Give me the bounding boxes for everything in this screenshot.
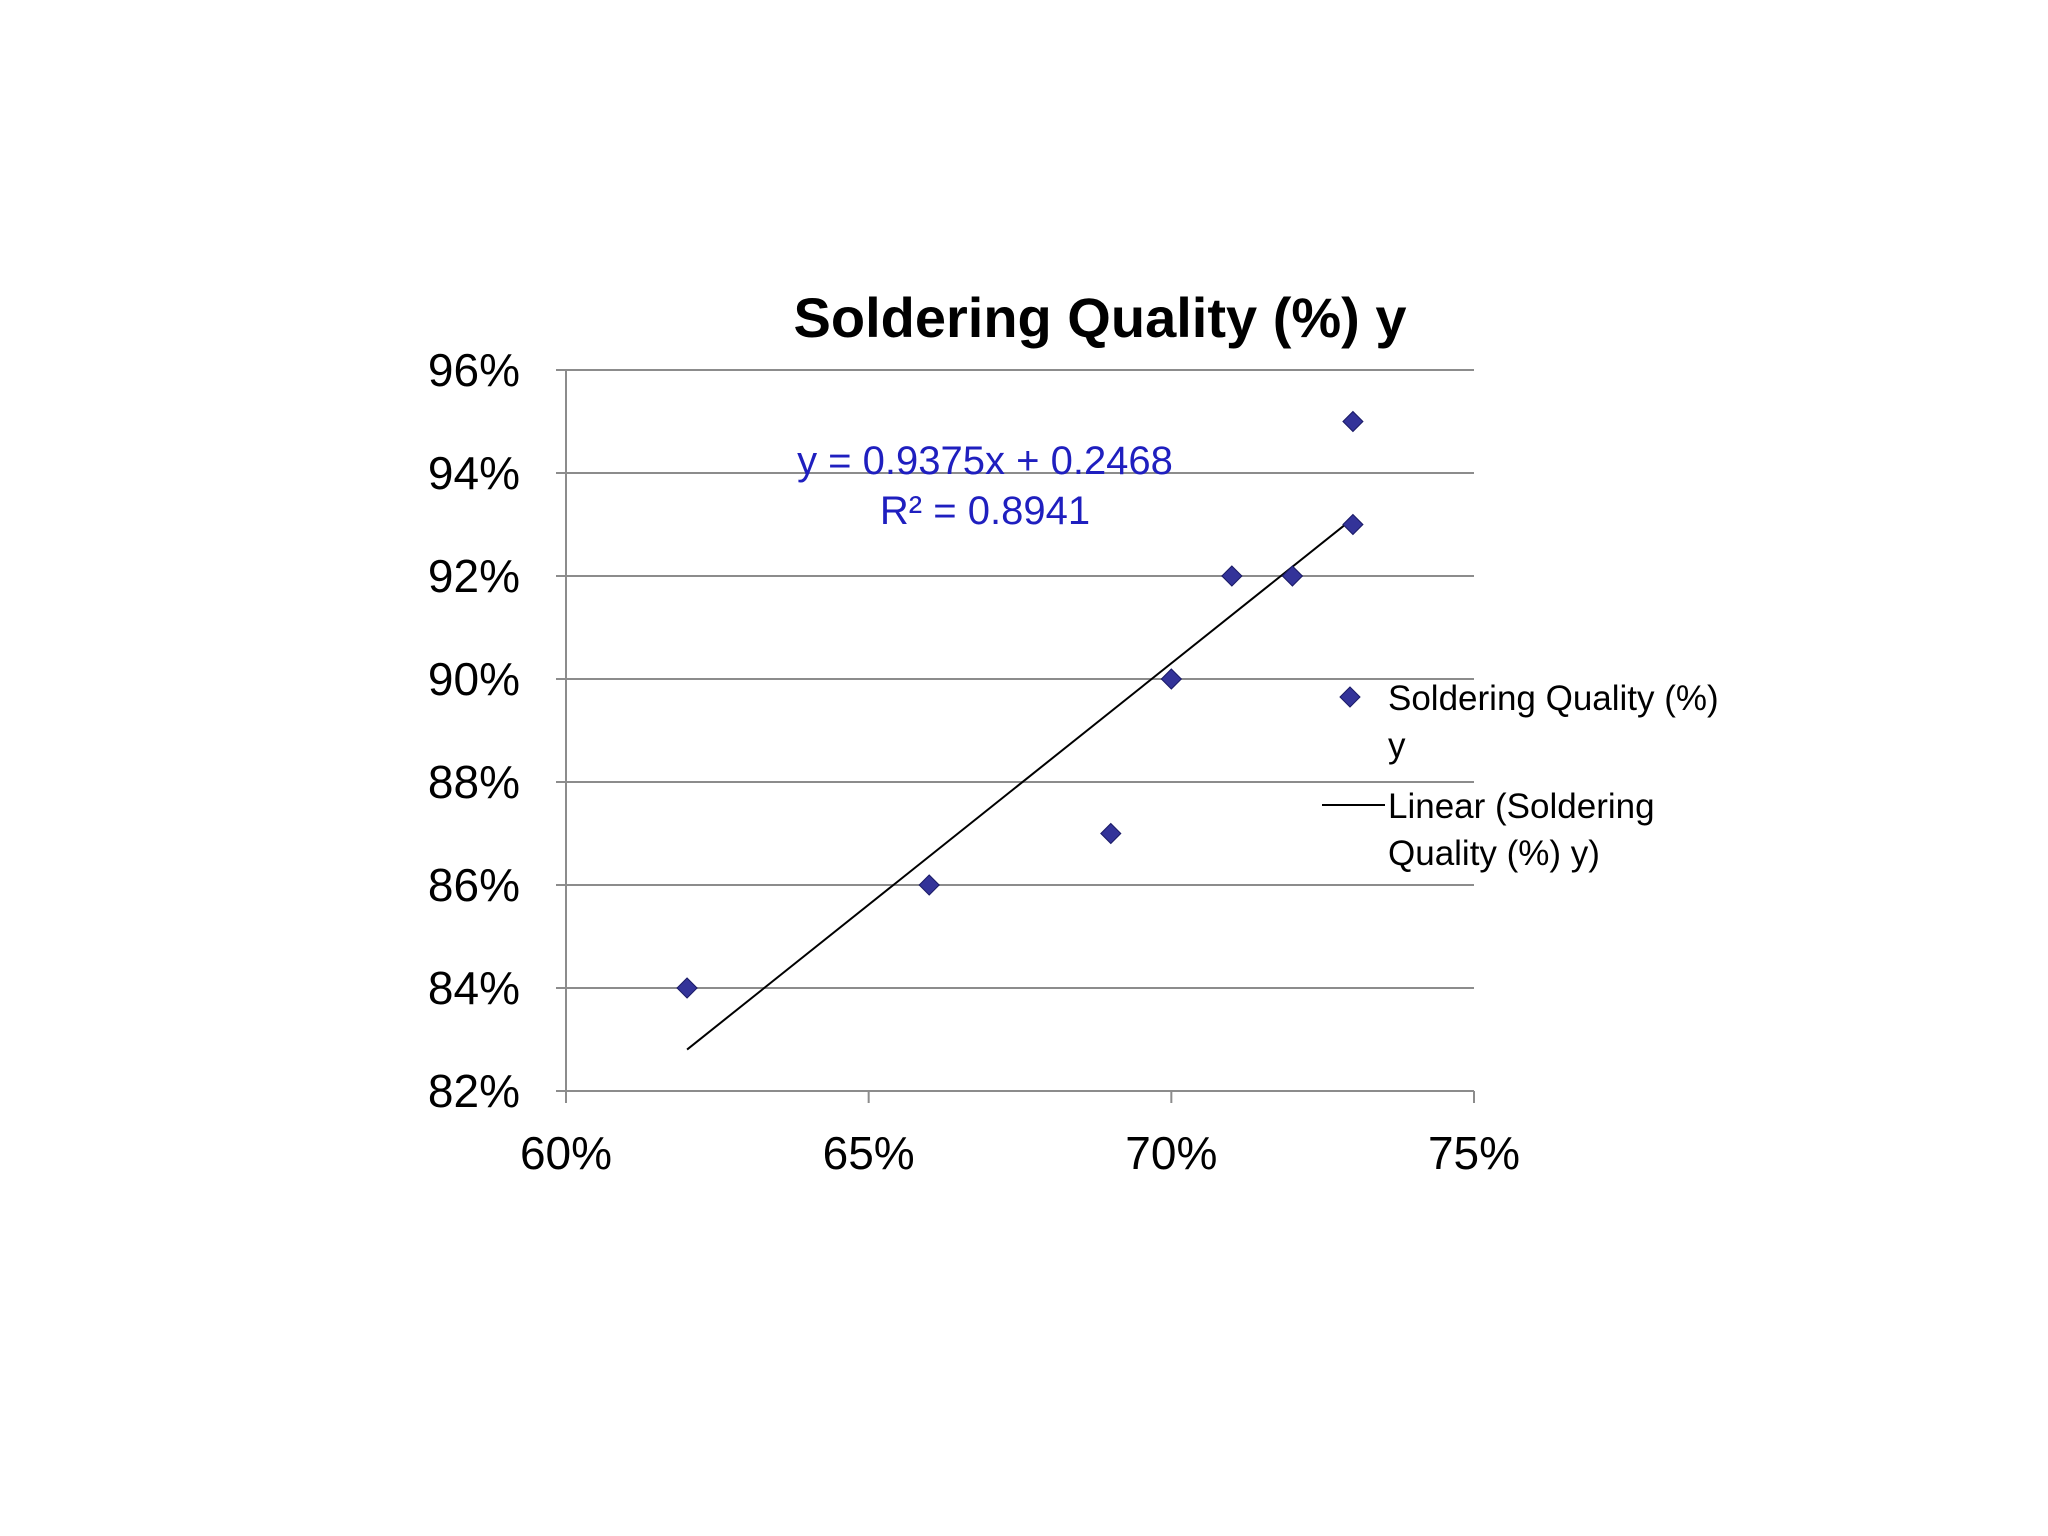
y-tick-label: 84% bbox=[428, 962, 520, 1014]
chart-title: Soldering Quality (%) y bbox=[794, 286, 1407, 349]
x-tick-label: 65% bbox=[823, 1127, 915, 1179]
data-point bbox=[1342, 410, 1364, 433]
equation-text: y = 0.9375x + 0.2468 bbox=[797, 439, 1173, 483]
y-tick-label: 86% bbox=[428, 859, 520, 911]
y-tick-label: 88% bbox=[428, 756, 520, 808]
data-point bbox=[918, 874, 940, 896]
data-point bbox=[1281, 565, 1304, 587]
data-points bbox=[676, 410, 1364, 999]
trendline-group bbox=[686, 517, 1354, 1051]
data-point bbox=[1100, 822, 1122, 845]
x-tick-label: 70% bbox=[1125, 1127, 1217, 1179]
x-tick-label: 60% bbox=[520, 1127, 612, 1179]
y-tick-labels: 82% 84% 86% 88% 90% 92% 94% 96% bbox=[428, 344, 520, 1117]
data-point bbox=[1160, 668, 1183, 690]
legend-label-trendline: Linear (Soldering bbox=[1388, 787, 1655, 826]
legend-label-series: Soldering Quality (%) bbox=[1388, 679, 1719, 718]
data-point bbox=[676, 977, 698, 999]
legend: Soldering Quality (%) y Linear (Soldering Q… bbox=[1322, 679, 1719, 873]
legend-label-trendline: Quality (%) y) bbox=[1388, 834, 1600, 873]
axes bbox=[565, 370, 1475, 1103]
data-point bbox=[1221, 565, 1243, 587]
trendline-equation: y = 0.9375x + 0.2468 R² = 0.8941 bbox=[797, 439, 1173, 533]
r-squared-text: R² = 0.8941 bbox=[880, 489, 1090, 533]
y-tick-label: 92% bbox=[428, 550, 520, 602]
y-tick-label: 94% bbox=[428, 447, 520, 499]
trendline bbox=[686, 517, 1354, 1051]
x-tick-labels: 60% 65% 70% 75% bbox=[520, 1127, 1520, 1179]
y-tick-label: 90% bbox=[428, 653, 520, 705]
legend-diamond-icon bbox=[1339, 686, 1361, 708]
legend-label-series: y bbox=[1388, 726, 1406, 765]
y-tick-label: 96% bbox=[428, 344, 520, 396]
x-tick-label: 75% bbox=[1428, 1127, 1520, 1179]
y-tick-label: 82% bbox=[428, 1065, 520, 1117]
gridlines bbox=[556, 369, 1474, 1092]
data-point bbox=[1342, 513, 1364, 536]
